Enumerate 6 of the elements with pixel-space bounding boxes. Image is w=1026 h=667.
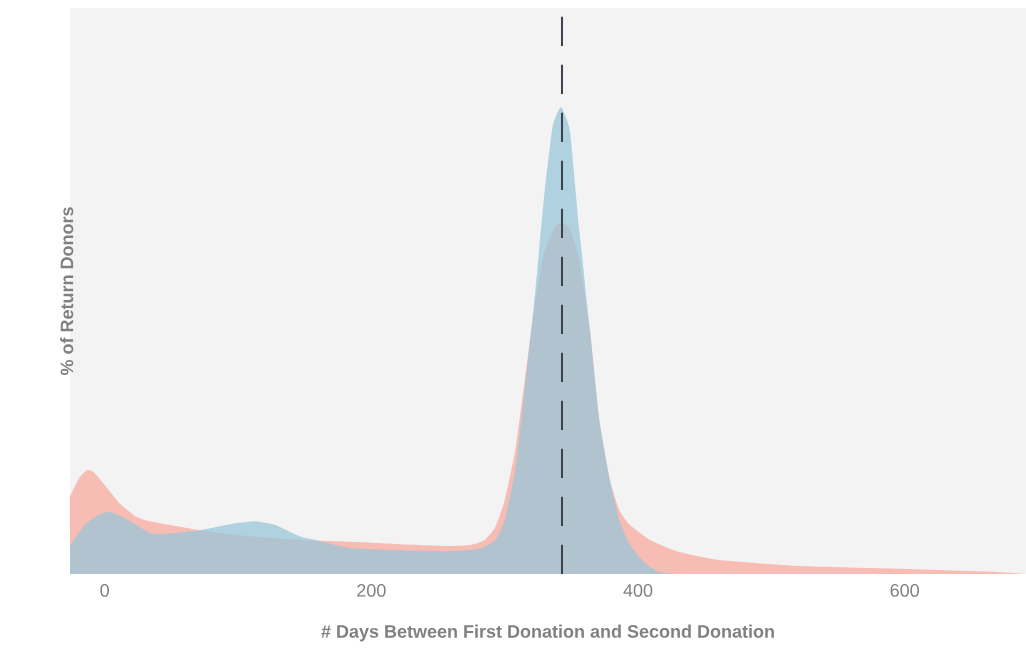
x-tick-label: 400 bbox=[623, 584, 653, 597]
y-axis-title: % of Return Donors bbox=[60, 207, 74, 376]
x-tick-label: 600 bbox=[890, 584, 919, 597]
x-axis-title: # Days Between First Donation and Second Donation bbox=[321, 624, 774, 642]
x-tick-label: 200 bbox=[357, 584, 386, 597]
x-tick-label: 0 bbox=[100, 584, 109, 597]
